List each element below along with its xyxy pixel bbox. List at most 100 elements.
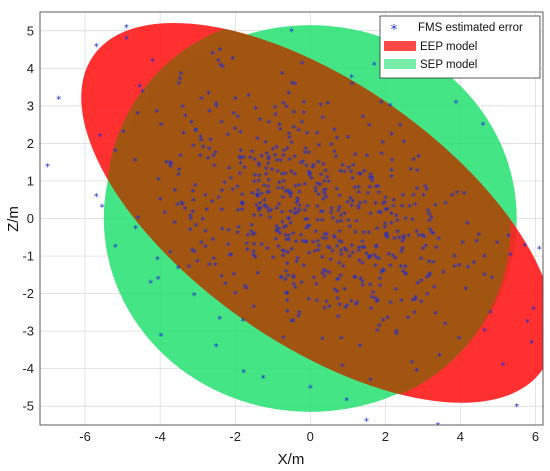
data-point: * [210, 198, 215, 209]
overlap-region [81, 22, 543, 403]
data-point: * [235, 229, 240, 240]
data-point: * [252, 240, 257, 251]
data-point: * [214, 102, 219, 113]
data-point: * [223, 280, 228, 291]
data-point: * [193, 182, 198, 193]
data-point: * [296, 126, 301, 137]
data-point: * [259, 190, 264, 201]
data-point: * [368, 376, 373, 387]
data-point: * [291, 274, 296, 285]
data-point: * [280, 247, 285, 258]
data-point: * [200, 216, 205, 227]
data-point: * [238, 160, 243, 171]
data-point: * [346, 217, 351, 228]
data-point: * [381, 316, 386, 327]
data-point: * [289, 168, 294, 179]
data-point: * [337, 192, 342, 203]
data-point: * [403, 270, 408, 281]
data-point: * [301, 98, 306, 109]
data-point: * [240, 201, 245, 212]
data-point: * [360, 244, 365, 255]
data-point: * [311, 161, 316, 172]
data-point: * [277, 121, 282, 132]
data-point: * [208, 136, 213, 147]
data-point: * [240, 199, 245, 210]
data-point: * [506, 232, 511, 243]
data-point: * [176, 264, 181, 275]
data-point: * [322, 305, 327, 316]
data-point: * [413, 296, 418, 307]
data-point: * [362, 168, 367, 179]
data-point: * [393, 286, 398, 297]
data-point: * [332, 148, 337, 159]
data-point: * [148, 279, 153, 290]
data-point: * [436, 235, 441, 246]
data-point: * [274, 205, 279, 216]
data-point: * [253, 104, 258, 115]
y-tick-label: 0 [27, 211, 34, 226]
data-point: * [435, 421, 440, 432]
data-point: * [356, 247, 361, 258]
data-point: * [262, 196, 267, 207]
data-point: * [265, 204, 270, 215]
data-point: * [238, 155, 243, 166]
data-point: * [294, 258, 299, 269]
data-point: * [230, 54, 235, 65]
data-point: * [98, 132, 103, 143]
data-point: * [337, 203, 342, 214]
data-point: * [273, 104, 278, 115]
data-point: * [295, 198, 300, 209]
data-point: * [406, 314, 411, 325]
data-point: * [159, 121, 164, 132]
data-point: * [300, 238, 305, 249]
legend-label-sep: SEP model [420, 59, 477, 71]
data-point: * [349, 242, 354, 253]
x-tick-label: 6 [532, 429, 539, 444]
data-point: * [350, 174, 355, 185]
data-point: * [301, 109, 306, 120]
data-point: * [233, 290, 238, 301]
data-point: * [303, 216, 308, 227]
data-point: * [297, 206, 302, 217]
data-point: * [411, 191, 416, 202]
data-point: * [177, 75, 182, 86]
data-point: * [169, 160, 174, 171]
data-point: * [277, 229, 282, 240]
data-point: * [199, 95, 204, 106]
data-point: * [374, 242, 379, 253]
data-point: * [300, 59, 305, 70]
data-point: * [381, 267, 386, 278]
data-point: * [313, 187, 318, 198]
data-point: * [412, 309, 417, 320]
data-point: * [233, 95, 238, 106]
data-point: * [345, 198, 350, 209]
data-point: * [354, 217, 359, 228]
data-point: * [266, 118, 271, 129]
data-point: * [321, 267, 326, 278]
data-point: * [328, 256, 333, 267]
data-point: * [500, 361, 505, 372]
data-point: * [284, 236, 289, 247]
data-point: * [341, 263, 346, 274]
data-point: * [232, 270, 237, 281]
data-point: * [250, 190, 255, 201]
data-point: * [377, 322, 382, 333]
data-point: * [283, 222, 288, 233]
data-point: * [192, 248, 197, 259]
data-point: * [231, 109, 236, 120]
data-point: * [347, 253, 352, 264]
data-point: * [297, 181, 302, 192]
data-point: * [204, 206, 209, 217]
data-point: * [422, 233, 427, 244]
data-point: * [369, 305, 374, 316]
data-point: * [367, 183, 372, 194]
data-point: * [136, 214, 141, 225]
legend: * FMS estimated error EEP model SEP mode… [379, 15, 541, 79]
data-point: * [272, 152, 277, 163]
data-point: * [336, 207, 341, 218]
data-point: * [356, 203, 361, 214]
data-point: * [415, 185, 420, 196]
legend-asterisk-icon: * [391, 23, 398, 38]
data-point: * [329, 205, 334, 216]
data-point: * [323, 194, 328, 205]
